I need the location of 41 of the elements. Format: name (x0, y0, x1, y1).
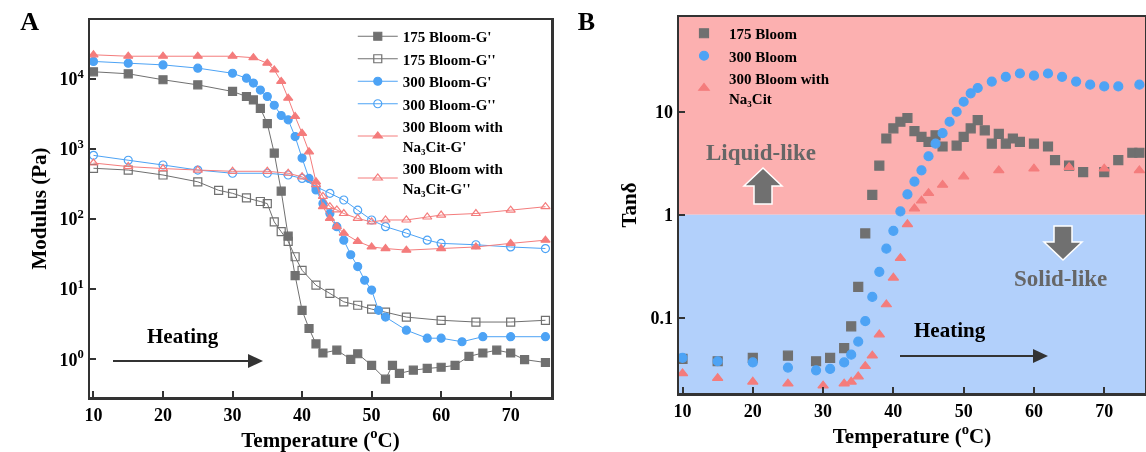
x-tick-label: 10 (84, 405, 103, 426)
legend-label: 300 Bloom with Na₃Cit-G' (402, 119, 504, 155)
y-axis-title: Modulus (Pa) (26, 147, 51, 270)
y-tick-label: 10$^{3}$ (59, 136, 84, 160)
x-tick-label: 40 (884, 401, 903, 422)
x-axis-title: Temperature ($^{o}$C) (832, 421, 992, 448)
band-label: Solid-like (1014, 266, 1108, 291)
y-axis-title: Tanδ (617, 182, 642, 228)
y-tick-label: 0.1 (650, 308, 673, 329)
x-tick-label: 60 (1024, 401, 1043, 422)
x-tick-label: 50 (362, 405, 381, 426)
annotation: Heating (147, 324, 219, 348)
legend-label: 300 Bloom-G' (402, 74, 492, 91)
chart-title: A (20, 6, 40, 36)
legend-label: 175 Bloom-G' (402, 29, 492, 46)
y-tick-label: 10$^{4}$ (59, 66, 85, 90)
y-tick-label: 10 (654, 102, 673, 123)
chart-title: B (577, 6, 596, 36)
legend-label: 175 Bloom-G'' (402, 51, 496, 68)
x-tick-label: 70 (1095, 401, 1114, 422)
x-tick-label: 30 (223, 405, 242, 426)
x-axis-title: Temperature ($^{o}$C) (241, 425, 400, 452)
y-tick-label: 10$^{2}$ (59, 206, 84, 230)
x-tick-label: 70 (501, 405, 520, 426)
legend-label: 175 Bloom (729, 26, 798, 43)
y-tick-label: 10$^{0}$ (59, 347, 84, 370)
y-tick-label: 10$^{1}$ (59, 276, 84, 300)
legend-label: 300 Bloom-G'' (402, 96, 496, 113)
band-label: Liquid-like (706, 140, 816, 165)
x-tick-label: 50 (954, 401, 973, 422)
legend-label: 300 Bloom (729, 48, 798, 65)
y-tick-label: 1 (663, 205, 673, 226)
x-tick-label: 60 (432, 405, 451, 426)
legend-label: 300 Bloom with Na₃Cit (729, 71, 830, 107)
x-tick-label: 20 (154, 405, 173, 426)
x-tick-label: 20 (743, 401, 762, 422)
x-tick-label: 30 (814, 401, 833, 422)
x-tick-label: 40 (293, 405, 312, 426)
x-tick-label: 10 (673, 401, 692, 422)
annotation: Heating (914, 318, 986, 342)
legend-label: 300 Bloom with Na₃Cit-G'' (402, 161, 504, 197)
